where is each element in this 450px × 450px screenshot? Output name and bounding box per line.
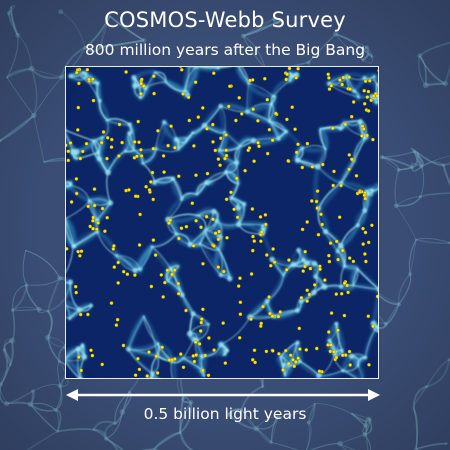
scale-bar-right-arrowhead-icon <box>368 389 380 401</box>
scale-bar-label: 0.5 billion light years <box>143 405 307 423</box>
scale-bar <box>66 389 380 401</box>
figure-title: COSMOS-Webb Survey <box>104 8 346 32</box>
scale-bar-left-arrowhead-icon <box>66 389 78 401</box>
figure-subtitle: 800 million years after the Big Bang <box>84 41 366 59</box>
